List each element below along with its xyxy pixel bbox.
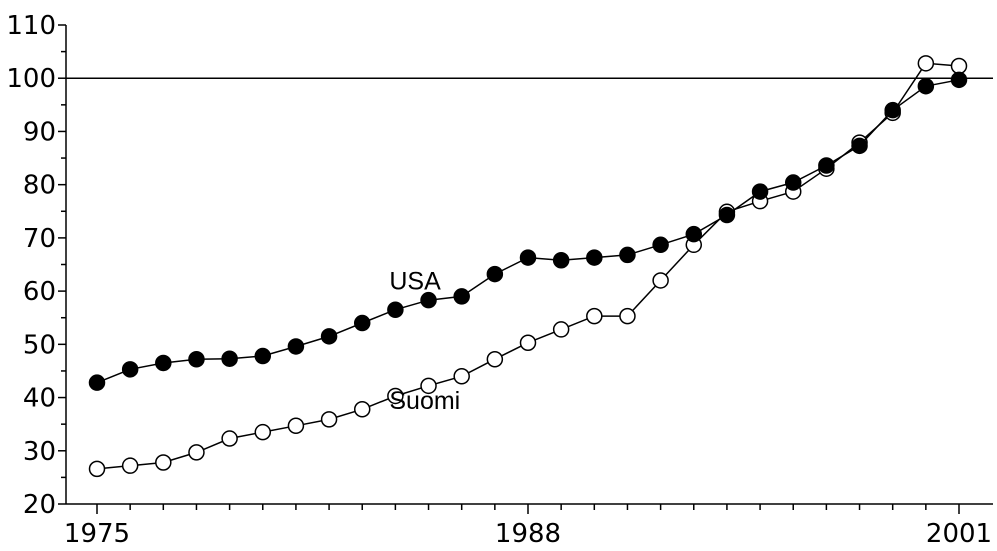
data-point-usa (851, 137, 868, 155)
data-point-usa (88, 374, 106, 391)
x-tick-label: 2001 (926, 519, 992, 549)
data-point-suomi (950, 57, 968, 75)
data-point-usa (818, 157, 835, 174)
y-tick-label: 100 (6, 64, 56, 94)
data-point-suomi (353, 401, 371, 418)
y-tick-label: 40 (23, 384, 56, 414)
y-tick-label: 110 (6, 11, 56, 41)
data-point-suomi (221, 430, 238, 447)
data-point-usa (420, 291, 437, 309)
data-point-suomi (155, 454, 172, 471)
data-point-usa (155, 354, 172, 372)
y-tick-label: 80 (23, 171, 56, 201)
data-point-suomi (652, 272, 669, 289)
data-point-usa (586, 249, 603, 266)
series-label-suomi: Suomi (389, 387, 460, 415)
data-point-suomi (486, 350, 504, 368)
data-point-usa (950, 71, 968, 89)
data-point-suomi (552, 321, 570, 338)
y-tick-label: 20 (23, 490, 56, 520)
data-point-suomi (88, 460, 106, 478)
data-point-usa (221, 350, 238, 367)
y-tick-label: 90 (23, 117, 56, 147)
series-line-suomi (96, 62, 960, 470)
data-point-usa (320, 328, 338, 345)
data-point-usa (519, 249, 537, 266)
data-point-usa (652, 236, 669, 254)
data-point-suomi (453, 368, 470, 385)
data-point-suomi (188, 444, 205, 461)
data-point-usa (784, 174, 802, 191)
data-point-suomi (917, 55, 935, 72)
y-tick-label: 60 (23, 277, 56, 307)
data-point-usa (884, 101, 901, 119)
data-point-usa (287, 338, 305, 355)
data-point-usa (121, 361, 139, 378)
y-tick-label: 30 (23, 437, 56, 467)
y-axis-ticks: 20 30 40 50 60 70 80 90 100 110 (6, 11, 66, 520)
data-point-usa (486, 265, 504, 283)
data-point-suomi (586, 307, 603, 325)
x-axis-ticks: 1975 1988 2001 (64, 504, 992, 549)
data-point-suomi (619, 307, 636, 325)
data-point-usa (718, 206, 736, 224)
y-tick-label: 50 (23, 330, 56, 360)
data-point-usa (387, 301, 404, 318)
data-point-usa (751, 183, 769, 200)
x-tick-label: 1975 (64, 519, 130, 549)
data-point-suomi (320, 411, 338, 428)
data-point-usa (619, 246, 636, 264)
data-point-usa (917, 77, 935, 95)
data-point-suomi (121, 457, 139, 474)
data-point-usa (552, 251, 570, 269)
data-point-usa (685, 225, 703, 243)
data-point-usa (353, 314, 371, 332)
series-layer (88, 55, 968, 478)
series-suomi (88, 55, 968, 478)
data-point-suomi (387, 387, 404, 405)
y-tick-label: 70 (23, 224, 56, 254)
data-point-suomi (519, 334, 537, 351)
series-label-usa: USA (389, 267, 441, 295)
x-tick-label: 1988 (495, 519, 561, 549)
data-point-usa (188, 350, 205, 368)
data-point-suomi (287, 417, 305, 435)
data-point-suomi (254, 423, 272, 441)
series-usa (88, 71, 968, 391)
data-point-suomi (420, 377, 437, 395)
data-point-usa (453, 288, 470, 305)
data-point-usa (254, 347, 272, 365)
